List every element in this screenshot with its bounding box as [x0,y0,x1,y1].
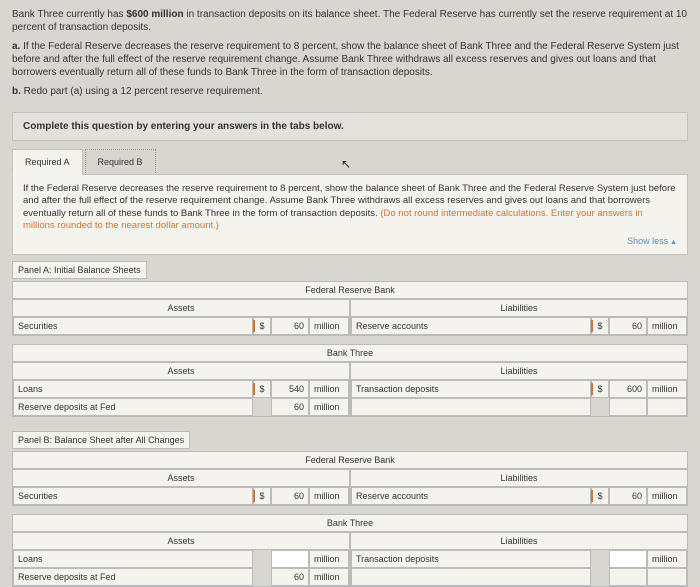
unit-cell: million [309,550,349,568]
securities-label: Securities [13,487,253,505]
bank-title-a: Bank Three [12,344,688,362]
intro-line3: b. Redo part (a) using a 12 percent rese… [12,85,688,98]
liabilities-header: Liabilities [351,470,687,487]
value-cell [609,568,647,586]
transaction-deposits-label: Transaction deposits [351,550,591,568]
value-cell[interactable]: 60 [609,487,647,505]
reserve-accounts-label: Reserve accounts [351,317,591,335]
intro-line2: a. If the Federal Reserve decreases the … [12,40,688,79]
reserve-accounts-label: Reserve accounts [351,487,591,505]
liabilities-header: Liabilities [351,533,687,550]
dollar-cell[interactable]: $ [253,380,271,398]
unit-cell: million [309,568,349,586]
unit-cell [647,568,687,586]
unit-cell: million [309,380,349,398]
value-cell [609,398,647,416]
intro-line1: Bank Three currently has $600 million in… [12,8,688,34]
unit-cell: million [309,398,349,416]
frb-table-b: Assets Securities $ 60 million Liabiliti… [12,469,688,506]
dollar-cell[interactable]: $ [253,487,271,505]
empty-label [351,398,591,416]
empty-label [351,568,591,586]
value-cell[interactable]: 540 [271,380,309,398]
dollar-cell[interactable]: $ [591,487,609,505]
frb-table-a: Assets Securities $ 60 million Liabiliti… [12,299,688,336]
tab-required-a[interactable]: Required A [12,149,83,175]
assets-header: Assets [13,363,349,380]
value-input[interactable] [271,550,309,568]
dollar-cell[interactable]: $ [253,317,271,335]
assets-header: Assets [13,470,349,487]
value-cell[interactable]: 60 [271,317,309,335]
frb-title-a: Federal Reserve Bank [12,281,688,299]
unit-cell: million [309,317,349,335]
securities-label: Securities [13,317,253,335]
instruction-text: If the Federal Reserve decreases the res… [23,183,677,232]
assets-header: Assets [13,300,349,317]
value-cell[interactable]: 60 [271,398,309,416]
panel-b-label: Panel B: Balance Sheet after All Changes [12,431,190,449]
show-less-link[interactable]: Show less [23,236,677,246]
unit-cell: million [647,550,687,568]
reserve-deposits-label: Reserve deposits at Fed [13,568,253,586]
unit-cell: million [309,487,349,505]
bank-table-a: Assets Loans $ 540 million Reserve depos… [12,362,688,417]
liabilities-header: Liabilities [351,300,687,317]
loans-label: Loans [13,550,253,568]
liabilities-header: Liabilities [351,363,687,380]
unit-cell [647,398,687,416]
panel-a-label: Panel A: Initial Balance Sheets [12,261,147,279]
cursor-icon: ↖ [341,157,351,171]
question-prompt: Complete this question by entering your … [12,112,688,141]
assets-header: Assets [13,533,349,550]
value-cell[interactable]: 60 [271,568,309,586]
loans-label: Loans [13,380,253,398]
bank-table-b: Assets Loans million Reserve deposits at… [12,532,688,587]
dollar-cell[interactable]: $ [591,317,609,335]
value-cell[interactable]: 600 [609,380,647,398]
frb-title-b: Federal Reserve Bank [12,451,688,469]
unit-cell: million [647,317,687,335]
value-input[interactable] [609,550,647,568]
tab-required-b[interactable]: Required B [85,149,156,175]
bank-title-b: Bank Three [12,514,688,532]
transaction-deposits-label: Transaction deposits [351,380,591,398]
reserve-deposits-label: Reserve deposits at Fed [13,398,253,416]
unit-cell: million [647,380,687,398]
tab-content: ↖ If the Federal Reserve decreases the r… [12,174,688,255]
dollar-cell[interactable]: $ [591,380,609,398]
value-cell[interactable]: 60 [271,487,309,505]
value-cell[interactable]: 60 [609,317,647,335]
unit-cell: million [647,487,687,505]
